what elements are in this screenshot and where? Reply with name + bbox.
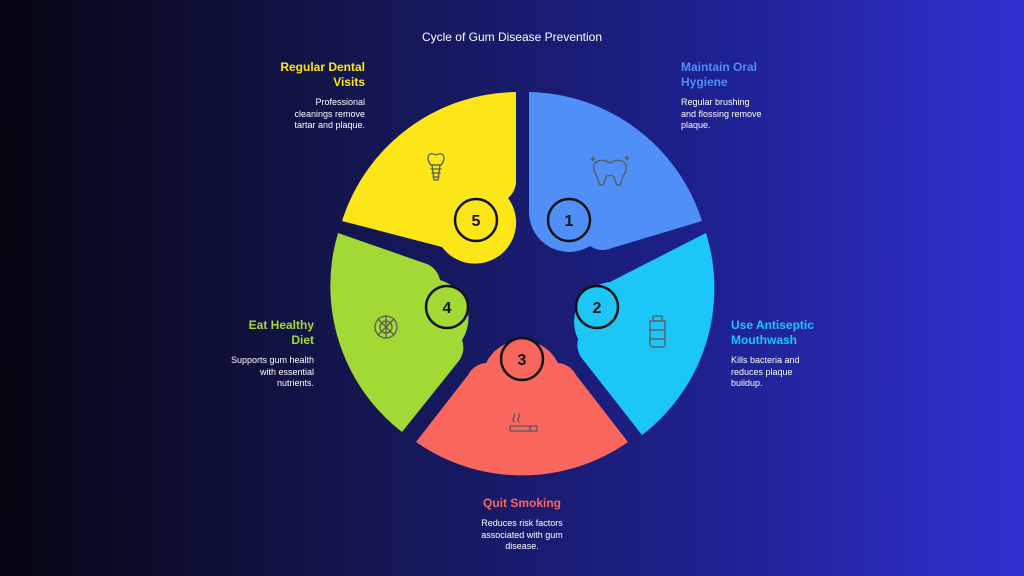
step-5-label: Regular Dental Visits Professional clean… (205, 60, 365, 132)
step-2-label: Use Antiseptic Mouthwash Kills bacteria … (731, 318, 891, 390)
step-number-4: 4 (424, 284, 470, 330)
step-5-title: Regular Dental Visits (280, 60, 365, 89)
step-5-description: Professional cleanings remove tartar and… (294, 97, 365, 130)
step-4-description: Supports gum health with essential nutri… (230, 355, 314, 388)
step-2-title: Use Antiseptic Mouthwash (731, 318, 814, 347)
step-number-1: 1 (546, 197, 592, 243)
step-number-2: 2 (574, 284, 620, 330)
step-3-title: Quit Smoking (483, 496, 561, 510)
step-number-3: 3 (499, 336, 545, 382)
step-1-title: Maintain Oral Hygiene (681, 60, 758, 89)
cigarette-icon (509, 413, 538, 432)
step-3-description: Reduces risk factors associated with gum… (481, 518, 563, 551)
step-2-description: Kills bacteria and reduces plaque buildu… (731, 355, 800, 388)
step-4-title: Eat Healthy Diet (248, 318, 314, 347)
svg-text:2: 2 (593, 300, 602, 317)
svg-text:5: 5 (472, 213, 481, 230)
step-number-5: 5 (453, 197, 499, 243)
svg-text:3: 3 (518, 352, 527, 369)
mouthwash-bottle-icon (649, 315, 666, 348)
dental-implant-icon (427, 153, 445, 181)
segment-3 (416, 340, 628, 476)
segment-5 (342, 92, 517, 264)
svg-text:1: 1 (565, 213, 574, 230)
step-1-label: Maintain Oral Hygiene Regular brushing a… (681, 60, 841, 132)
svg-text:4: 4 (443, 300, 452, 317)
step-1-description: Regular brushing and flossing remove pla… (681, 97, 762, 130)
diagram-title: Cycle of Gum Disease Prevention (421, 30, 603, 44)
tooth-icon (590, 155, 630, 186)
segment-2 (574, 233, 715, 435)
healthy-food-icon (374, 315, 398, 339)
step-4-label: Eat Healthy Diet Supports gum health wit… (154, 318, 314, 390)
segment-4 (330, 233, 469, 432)
step-3-label: Quit Smoking Reduces risk factors associ… (442, 496, 602, 553)
